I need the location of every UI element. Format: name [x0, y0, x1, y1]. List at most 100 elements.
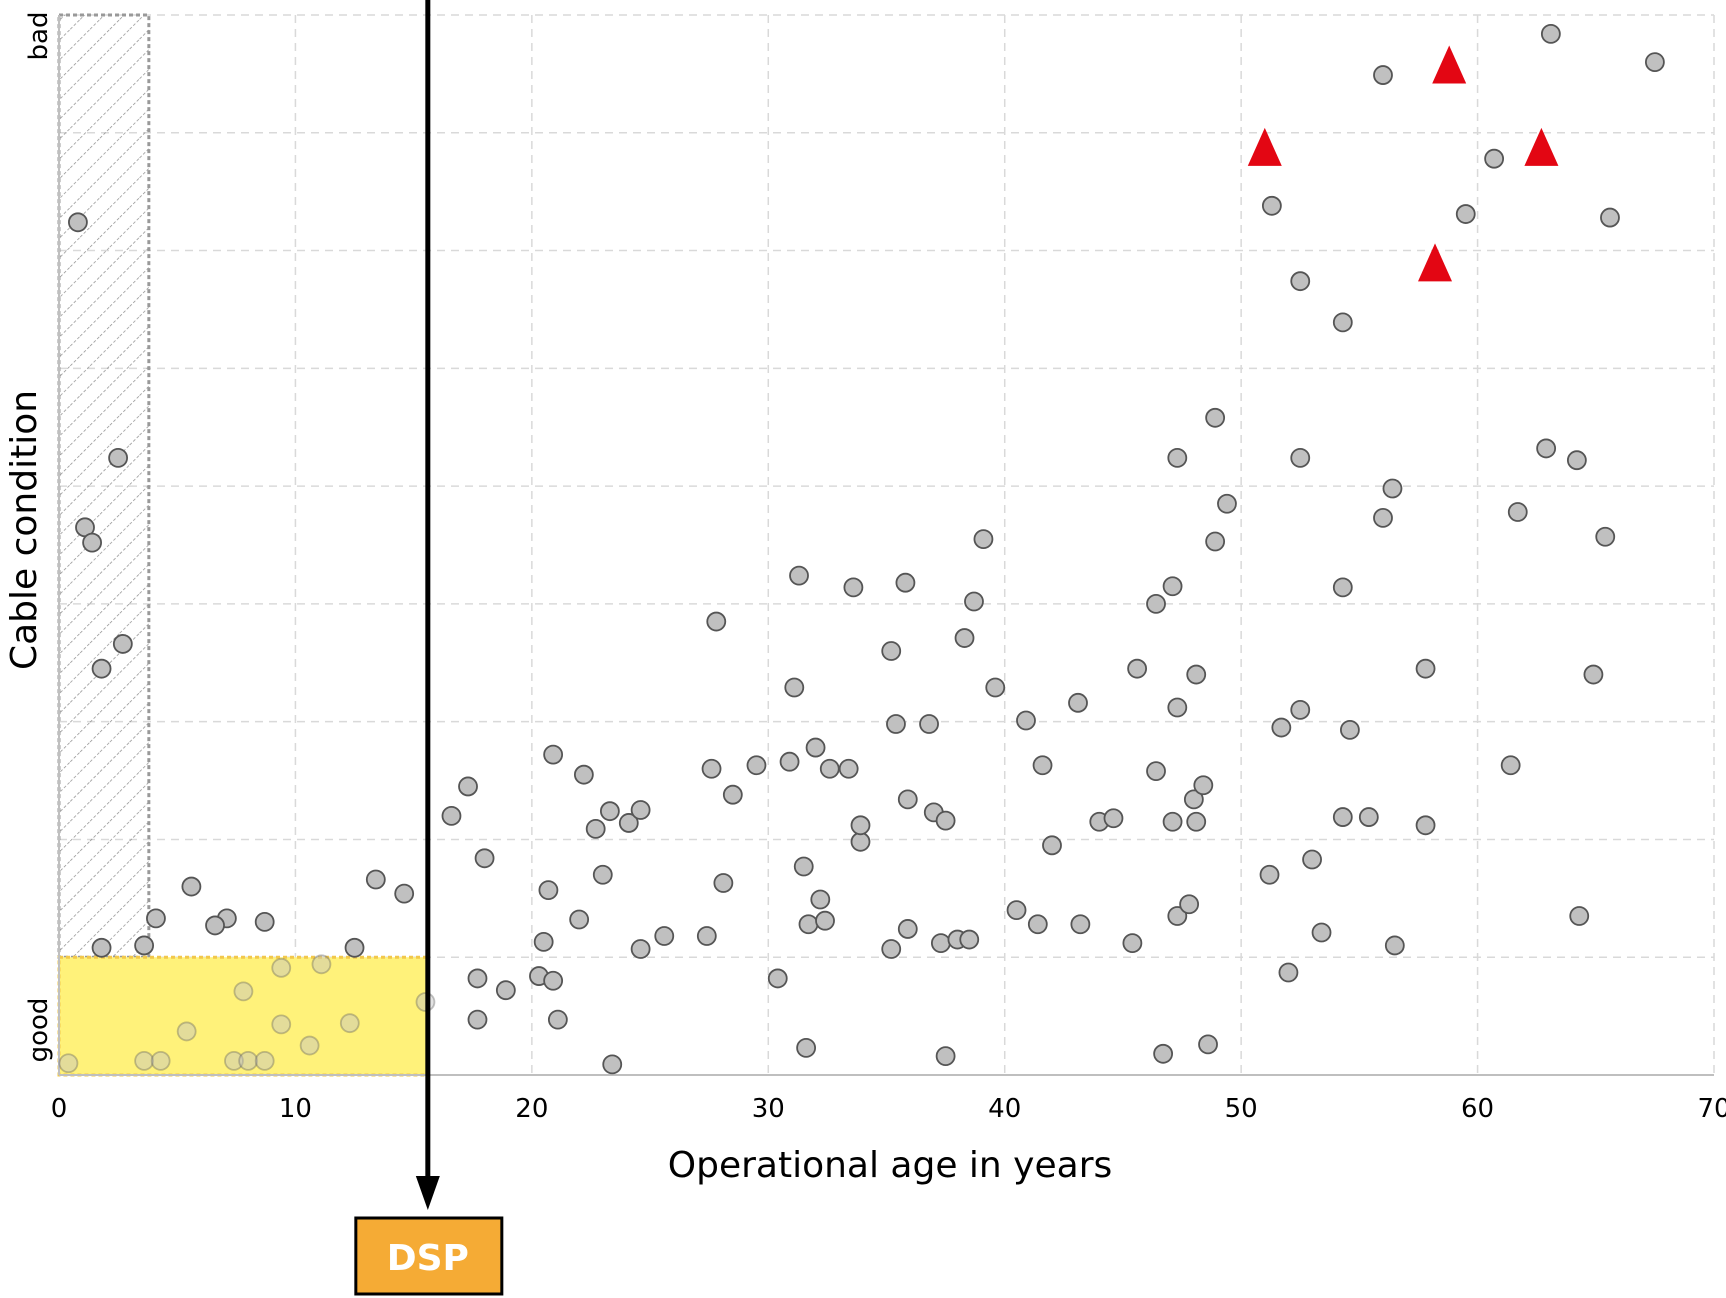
- x-tick-label: 30: [752, 1094, 785, 1124]
- data-point-circle: [1382, 478, 1403, 499]
- data-point-circle: [1540, 23, 1561, 44]
- data-point-circle: [543, 744, 564, 765]
- data-point-circle: [1384, 935, 1405, 956]
- data-point-circle: [1205, 531, 1226, 552]
- data-point-circle: [630, 939, 651, 959]
- data-point-circle: [985, 677, 1006, 698]
- dsp-label-box: DSP: [354, 1216, 504, 1296]
- data-point-circle: [1332, 807, 1353, 827]
- data-point-circle: [1583, 664, 1604, 685]
- y-category-high-label: bad: [24, 12, 54, 61]
- x-tick-label: 0: [51, 1094, 68, 1124]
- data-point-circle: [779, 751, 800, 772]
- data-point-circle: [495, 980, 516, 1001]
- data-point-circle: [850, 831, 871, 852]
- data-point-circle: [1332, 577, 1353, 598]
- data-point-circle: [602, 1054, 623, 1075]
- data-point-circle: [1507, 502, 1528, 522]
- data-point-circle: [1290, 271, 1311, 292]
- x-tick-labels: 0 10 20 30 40 50 60 70: [51, 1094, 1726, 1124]
- data-point-circle: [1167, 697, 1188, 718]
- data-point-circle: [1259, 864, 1280, 885]
- axes: [58, 15, 1714, 1076]
- data-point-circle: [1455, 204, 1476, 224]
- data-point-circle: [599, 801, 620, 822]
- data-point-circle: [1162, 576, 1183, 597]
- data-point-circle: [533, 932, 554, 952]
- data-point-circle: [767, 968, 788, 989]
- data-point-circle: [1271, 717, 1292, 738]
- data-point-circle: [897, 919, 918, 939]
- data-point-circle: [796, 1038, 817, 1058]
- data-point-circle: [91, 937, 112, 958]
- data-point-circle: [819, 758, 840, 779]
- data-point-circle: [1566, 450, 1587, 471]
- data-point-circle: [1415, 658, 1436, 679]
- data-point-circle: [1373, 508, 1393, 528]
- data-point-circle: [1042, 835, 1062, 856]
- data-point-circle: [1373, 65, 1393, 85]
- y-category-low-label: good: [24, 998, 54, 1063]
- data-point-circle: [706, 611, 727, 632]
- data-point-circle: [150, 1050, 171, 1071]
- data-point-circle: [1205, 407, 1226, 428]
- data-point-circle: [722, 784, 743, 805]
- data-point-circle: [1070, 914, 1091, 935]
- data-point-circle: [930, 933, 951, 953]
- data-point-circle: [134, 935, 155, 956]
- data-point-circle: [1186, 811, 1207, 832]
- data-point-circle: [1193, 775, 1214, 796]
- data-point-circle: [339, 1013, 360, 1034]
- x-tick-label: 20: [515, 1094, 548, 1124]
- data-point-circle: [1179, 894, 1200, 915]
- data-point-circle: [238, 1050, 259, 1071]
- data-point-circle: [254, 1050, 275, 1071]
- data-point-circle: [1484, 148, 1505, 169]
- data-point-circle: [1569, 906, 1590, 926]
- x-tick-label: 60: [1461, 1094, 1494, 1124]
- data-point-circle: [233, 981, 254, 1002]
- data-point-circle: [112, 634, 133, 654]
- data-point-circle: [299, 1035, 320, 1056]
- data-point-circle: [1103, 808, 1124, 829]
- data-point-circle: [1183, 789, 1204, 810]
- data-point-circle: [1278, 962, 1299, 983]
- data-point-triangle: [1524, 127, 1559, 166]
- data-point-circle: [1006, 900, 1027, 921]
- data-point-triangle: [1247, 127, 1282, 166]
- data-point-circle: [467, 968, 488, 989]
- dsp-label: DSP: [387, 1238, 469, 1279]
- data-point-circle: [1032, 755, 1053, 776]
- data-point-circle: [784, 677, 805, 698]
- data-point-circle: [271, 957, 292, 978]
- data-point-circle: [1415, 815, 1436, 836]
- x-tick-label: 40: [988, 1094, 1021, 1124]
- data-point-circle: [1167, 447, 1188, 468]
- x-tick-label: 70: [1697, 1094, 1726, 1124]
- data-point-circle: [394, 883, 415, 904]
- data-point-circle: [1261, 195, 1282, 216]
- data-point-circle: [569, 909, 590, 930]
- data-point-circle: [810, 889, 831, 910]
- data-point-circle: [592, 864, 613, 885]
- data-point-circle: [254, 911, 275, 932]
- data-point-circle: [954, 628, 975, 648]
- data-point-circle: [895, 572, 916, 593]
- data-point-circle: [1595, 526, 1616, 547]
- dsp-arrow-head: [415, 1176, 440, 1210]
- data-point-circle: [58, 1053, 79, 1074]
- data-point-circle: [108, 447, 129, 468]
- data-point-circle: [1217, 493, 1237, 514]
- data-point-circle: [441, 805, 462, 826]
- data-point-circle: [1198, 1034, 1218, 1055]
- data-point-circle: [1644, 52, 1665, 73]
- data-point-circle: [585, 818, 606, 839]
- data-point-circle: [701, 758, 722, 779]
- highlight-regions: [57, 13, 430, 1077]
- data-point-circle: [176, 1021, 197, 1042]
- data-point-circle: [1536, 438, 1557, 459]
- data-point-circle: [467, 1009, 488, 1030]
- data-point-circle: [805, 737, 826, 758]
- data-point-circle: [543, 970, 564, 991]
